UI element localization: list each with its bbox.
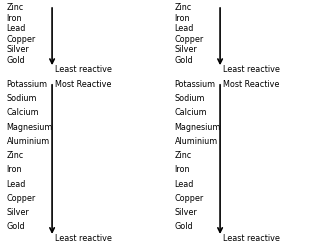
- Text: Calcium: Calcium: [7, 108, 39, 117]
- Text: Silver: Silver: [175, 45, 198, 54]
- Text: Iron: Iron: [7, 165, 22, 174]
- Text: Copper: Copper: [175, 35, 204, 44]
- Text: Sodium: Sodium: [7, 94, 37, 103]
- Text: Silver: Silver: [7, 208, 30, 217]
- Text: Zinc: Zinc: [175, 3, 192, 12]
- Text: Least reactive: Least reactive: [55, 65, 112, 74]
- Text: Potassium: Potassium: [7, 80, 48, 89]
- Text: Gold: Gold: [175, 222, 193, 231]
- Text: Aluminium: Aluminium: [7, 137, 50, 146]
- Text: Lead: Lead: [175, 180, 194, 188]
- Text: Magnesium: Magnesium: [7, 123, 53, 132]
- Text: Least reactive: Least reactive: [223, 234, 280, 243]
- Text: Gold: Gold: [7, 222, 25, 231]
- Text: Lead: Lead: [7, 180, 26, 188]
- Text: Copper: Copper: [175, 194, 204, 203]
- Text: Magnesium: Magnesium: [175, 123, 221, 132]
- Text: Least reactive: Least reactive: [223, 65, 280, 74]
- Text: Silver: Silver: [7, 45, 30, 54]
- Text: Aluminium: Aluminium: [175, 137, 218, 146]
- Text: Gold: Gold: [175, 56, 193, 65]
- Text: Calcium: Calcium: [175, 108, 207, 117]
- Text: Zinc: Zinc: [7, 3, 24, 12]
- Text: Sodium: Sodium: [175, 94, 205, 103]
- Text: Iron: Iron: [175, 165, 190, 174]
- Text: Least reactive: Least reactive: [55, 234, 112, 243]
- Text: Gold: Gold: [7, 56, 25, 65]
- Text: Potassium: Potassium: [175, 80, 216, 89]
- Text: Iron: Iron: [7, 14, 22, 23]
- Text: Lead: Lead: [175, 24, 194, 33]
- Text: Zinc: Zinc: [7, 151, 24, 160]
- Text: Copper: Copper: [7, 194, 36, 203]
- Text: Zinc: Zinc: [175, 151, 192, 160]
- Text: Most Reactive: Most Reactive: [223, 80, 280, 89]
- Text: Copper: Copper: [7, 35, 36, 44]
- Text: Silver: Silver: [175, 208, 198, 217]
- Text: Most Reactive: Most Reactive: [55, 80, 112, 89]
- Text: Lead: Lead: [7, 24, 26, 33]
- Text: Iron: Iron: [175, 14, 190, 23]
